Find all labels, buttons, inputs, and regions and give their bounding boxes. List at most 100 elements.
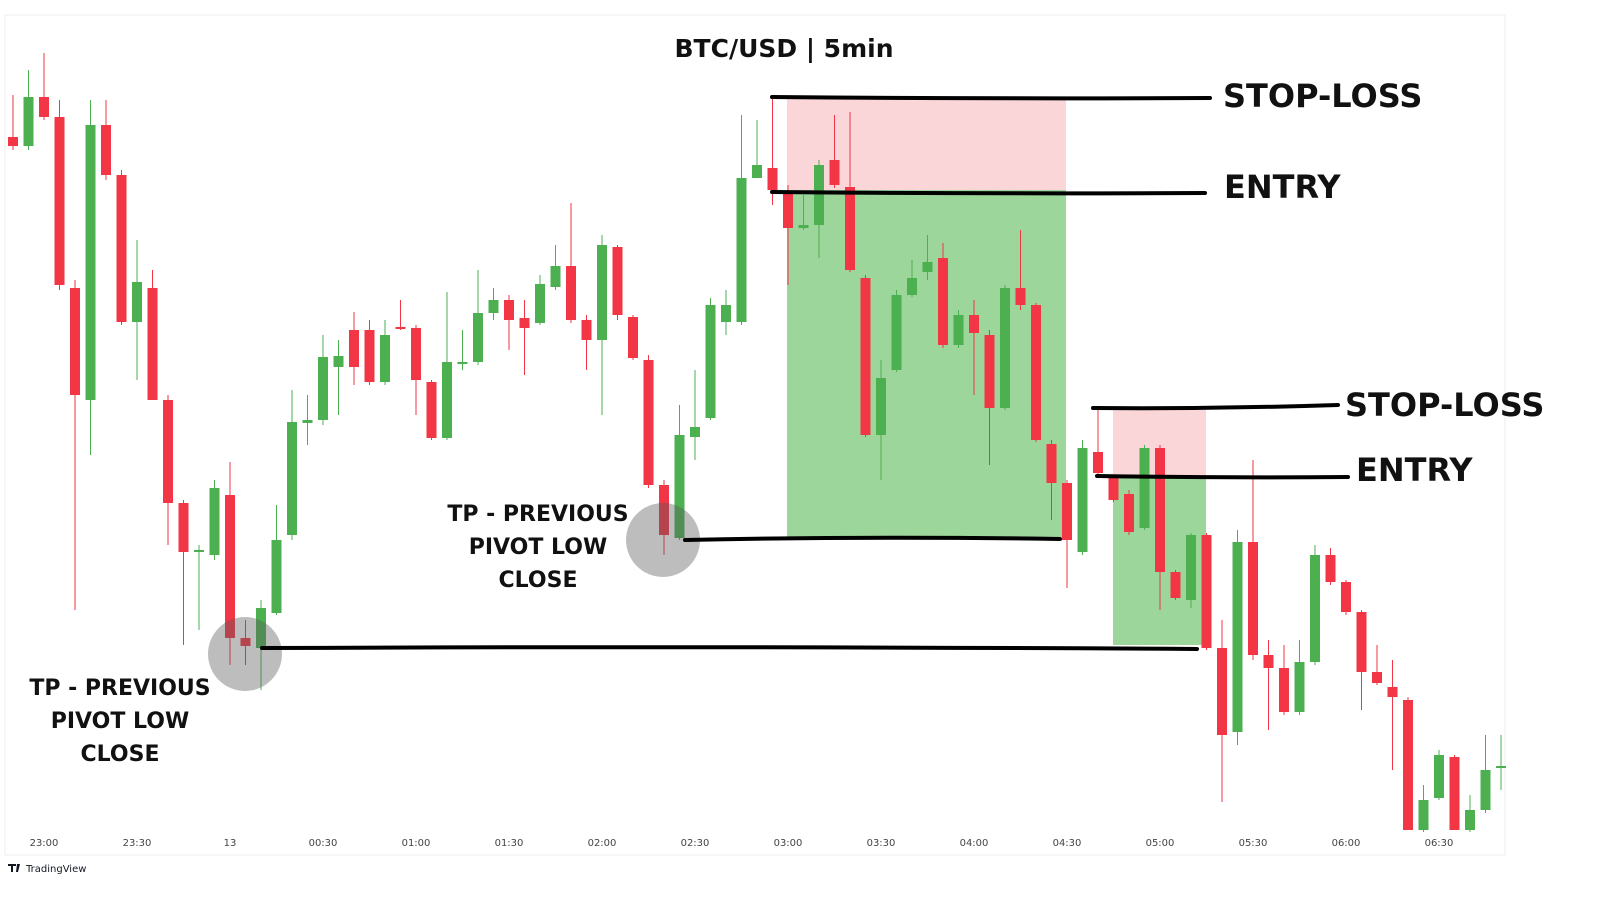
candle-body bbox=[922, 262, 933, 272]
candle-body bbox=[721, 305, 731, 322]
reward-zone bbox=[787, 190, 1066, 537]
candle-body bbox=[814, 165, 824, 225]
candle-body bbox=[1248, 542, 1258, 655]
stop-loss-label: STOP-LOSS bbox=[1223, 77, 1422, 115]
candle-body bbox=[380, 335, 390, 382]
candle-body bbox=[1232, 542, 1243, 732]
candle-body bbox=[256, 608, 266, 648]
tp-line bbox=[260, 645, 1199, 651]
x-tick-label: 04:30 bbox=[1053, 838, 1082, 849]
x-tick-label: 23:00 bbox=[30, 838, 59, 849]
candle-body bbox=[116, 175, 127, 322]
candle-body bbox=[1449, 757, 1460, 830]
tp-label: CLOSE bbox=[499, 568, 578, 593]
candle-body bbox=[23, 97, 34, 146]
candle-body bbox=[194, 550, 204, 552]
candle-body bbox=[690, 427, 700, 437]
candle-body bbox=[876, 378, 886, 435]
candle-body bbox=[519, 318, 530, 328]
x-tick-label: 23:30 bbox=[123, 838, 152, 849]
candle-body bbox=[1480, 770, 1491, 810]
candle-body bbox=[1496, 766, 1506, 768]
candle-body bbox=[70, 288, 80, 395]
x-tick-label: 03:30 bbox=[867, 838, 896, 849]
candle-body bbox=[240, 638, 251, 646]
candle-body bbox=[628, 317, 638, 358]
candle-body bbox=[550, 266, 561, 287]
candle-body bbox=[1201, 535, 1212, 648]
pivot-circle bbox=[626, 503, 700, 577]
candle-body bbox=[395, 327, 406, 329]
stop-loss-label: STOP-LOSS bbox=[1345, 386, 1544, 424]
candle-body bbox=[1465, 810, 1475, 830]
candle-body bbox=[39, 97, 49, 117]
candle-body bbox=[1325, 555, 1336, 582]
x-tick-label: 00:30 bbox=[309, 838, 338, 849]
candle-body bbox=[829, 160, 840, 185]
tp-label: CLOSE bbox=[81, 742, 160, 767]
candle-body bbox=[1031, 305, 1041, 440]
candle-body bbox=[101, 125, 111, 175]
candle-body bbox=[1387, 687, 1398, 697]
candle-body bbox=[333, 356, 344, 367]
candle-body bbox=[1341, 582, 1351, 612]
candle-body bbox=[674, 435, 685, 538]
candle-body bbox=[907, 278, 917, 295]
tp-label: PIVOT LOW bbox=[469, 535, 608, 560]
candle-body bbox=[287, 422, 297, 535]
candle-body bbox=[1000, 288, 1010, 408]
candle-body bbox=[659, 485, 669, 535]
entry-label: ENTRY bbox=[1224, 168, 1341, 206]
candle-body bbox=[1294, 662, 1305, 712]
candle-body bbox=[1310, 555, 1320, 662]
candle-body bbox=[54, 117, 65, 285]
x-tick-label: 01:00 bbox=[402, 838, 431, 849]
candle-body bbox=[1403, 700, 1413, 830]
candle-body bbox=[225, 495, 235, 638]
tp-label: TP - PREVIOUS bbox=[447, 502, 628, 527]
candle-body bbox=[643, 360, 654, 485]
candle-body bbox=[705, 305, 716, 418]
candle-body bbox=[132, 282, 142, 322]
candle-body bbox=[1077, 448, 1088, 552]
candle-body bbox=[1186, 535, 1196, 600]
candle-body bbox=[1015, 288, 1026, 305]
x-tick-label: 05:30 bbox=[1239, 838, 1268, 849]
x-tick-label: 04:00 bbox=[960, 838, 989, 849]
candle-body bbox=[1155, 448, 1165, 572]
candle-body bbox=[411, 328, 421, 380]
stop-loss-line bbox=[1091, 403, 1340, 411]
candle-body bbox=[1124, 494, 1134, 532]
candle-body bbox=[318, 357, 328, 420]
x-tick-label: 13 bbox=[224, 838, 237, 849]
candle-body bbox=[1062, 483, 1072, 540]
candle-body bbox=[8, 137, 18, 146]
candle-body bbox=[612, 247, 623, 315]
candle-body bbox=[1170, 572, 1181, 598]
candle-body bbox=[1263, 655, 1274, 668]
x-tick-label: 01:30 bbox=[495, 838, 524, 849]
risk-zone bbox=[787, 97, 1066, 190]
x-tick-label: 02:00 bbox=[588, 838, 617, 849]
candle-body bbox=[163, 400, 173, 503]
candle-body bbox=[736, 178, 747, 322]
annotations: BTC/USD | 5min STOP-LOSS ENTRY STOP-LOSS… bbox=[8, 34, 1544, 875]
x-tick-label: 03:00 bbox=[774, 838, 803, 849]
candle-body bbox=[473, 313, 483, 362]
pivot-circle bbox=[208, 617, 282, 691]
candle-body bbox=[349, 330, 359, 367]
candle-body bbox=[1418, 800, 1429, 830]
tp-label: PIVOT LOW bbox=[51, 709, 190, 734]
candle-body bbox=[938, 258, 948, 345]
candle-body bbox=[752, 165, 762, 178]
candle-body bbox=[953, 315, 964, 345]
tp-line bbox=[683, 535, 1062, 542]
candle-body bbox=[1108, 478, 1119, 500]
candle-body bbox=[302, 420, 313, 423]
candle-body bbox=[364, 330, 375, 382]
x-tick-label: 06:30 bbox=[1425, 838, 1454, 849]
candle-body bbox=[1434, 755, 1444, 798]
entry-line bbox=[1095, 474, 1350, 480]
candle-body bbox=[984, 335, 995, 408]
candle-body bbox=[597, 245, 607, 340]
